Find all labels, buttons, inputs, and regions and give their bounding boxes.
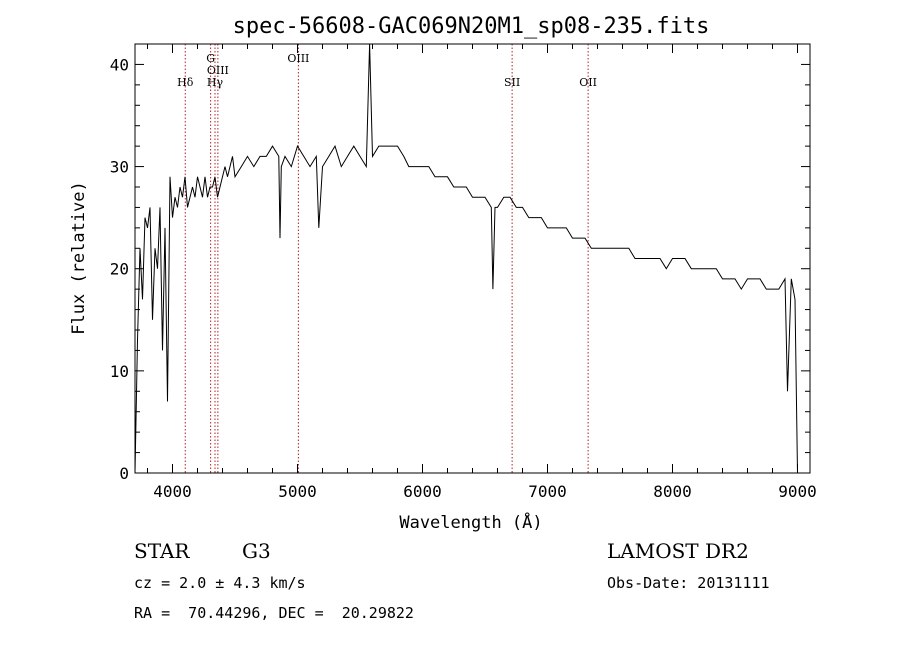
x-tick-label: 8000 (653, 482, 692, 501)
x-tick-label: 4000 (153, 482, 192, 501)
y-tick-label: 20 (110, 260, 129, 279)
spectral-line-label: OII (579, 76, 597, 89)
observation-date: Obs-Date: 20131111 (607, 574, 770, 592)
redshift-velocity: cz = 2.0 ± 4.3 km/s (134, 574, 306, 592)
coordinates: RA = 70.44296, DEC = 20.29822 (134, 604, 414, 622)
spectral-line-label: OIII (287, 52, 309, 65)
chart-title: spec-56608-GAC069N20M1_sp08-235.fits (233, 14, 710, 39)
survey-name: LAMOST DR2 (607, 539, 749, 563)
x-tick-label: 7000 (528, 482, 567, 501)
axis-ticks: 4000 5000 6000 7000 8000 9000 0 10 20 30 40 (110, 43, 817, 501)
object-class: STAR (134, 539, 190, 563)
y-axis-label: Flux (relative) (69, 181, 89, 335)
y-tick-label: 30 (110, 158, 129, 177)
spectral-line-label: SII (504, 76, 520, 89)
object-subclass: G3 (242, 539, 271, 563)
spectral-line-label: OIII (207, 64, 229, 77)
x-tick-label: 5000 (278, 482, 317, 501)
spectral-line-label: G (206, 52, 215, 65)
y-tick-label: 40 (110, 55, 129, 74)
spectrum-line (134, 43, 798, 474)
x-tick-label: 9000 (778, 482, 817, 501)
spectral-line-label: Hδ (177, 76, 194, 89)
x-axis-label: Wavelength (Å) (399, 511, 542, 533)
plot-frame (134, 43, 811, 474)
y-tick-label: 10 (110, 362, 129, 381)
spectral-line-label: Hγ (207, 76, 224, 89)
x-tick-label: 6000 (403, 482, 442, 501)
y-tick-label: 0 (119, 464, 129, 483)
